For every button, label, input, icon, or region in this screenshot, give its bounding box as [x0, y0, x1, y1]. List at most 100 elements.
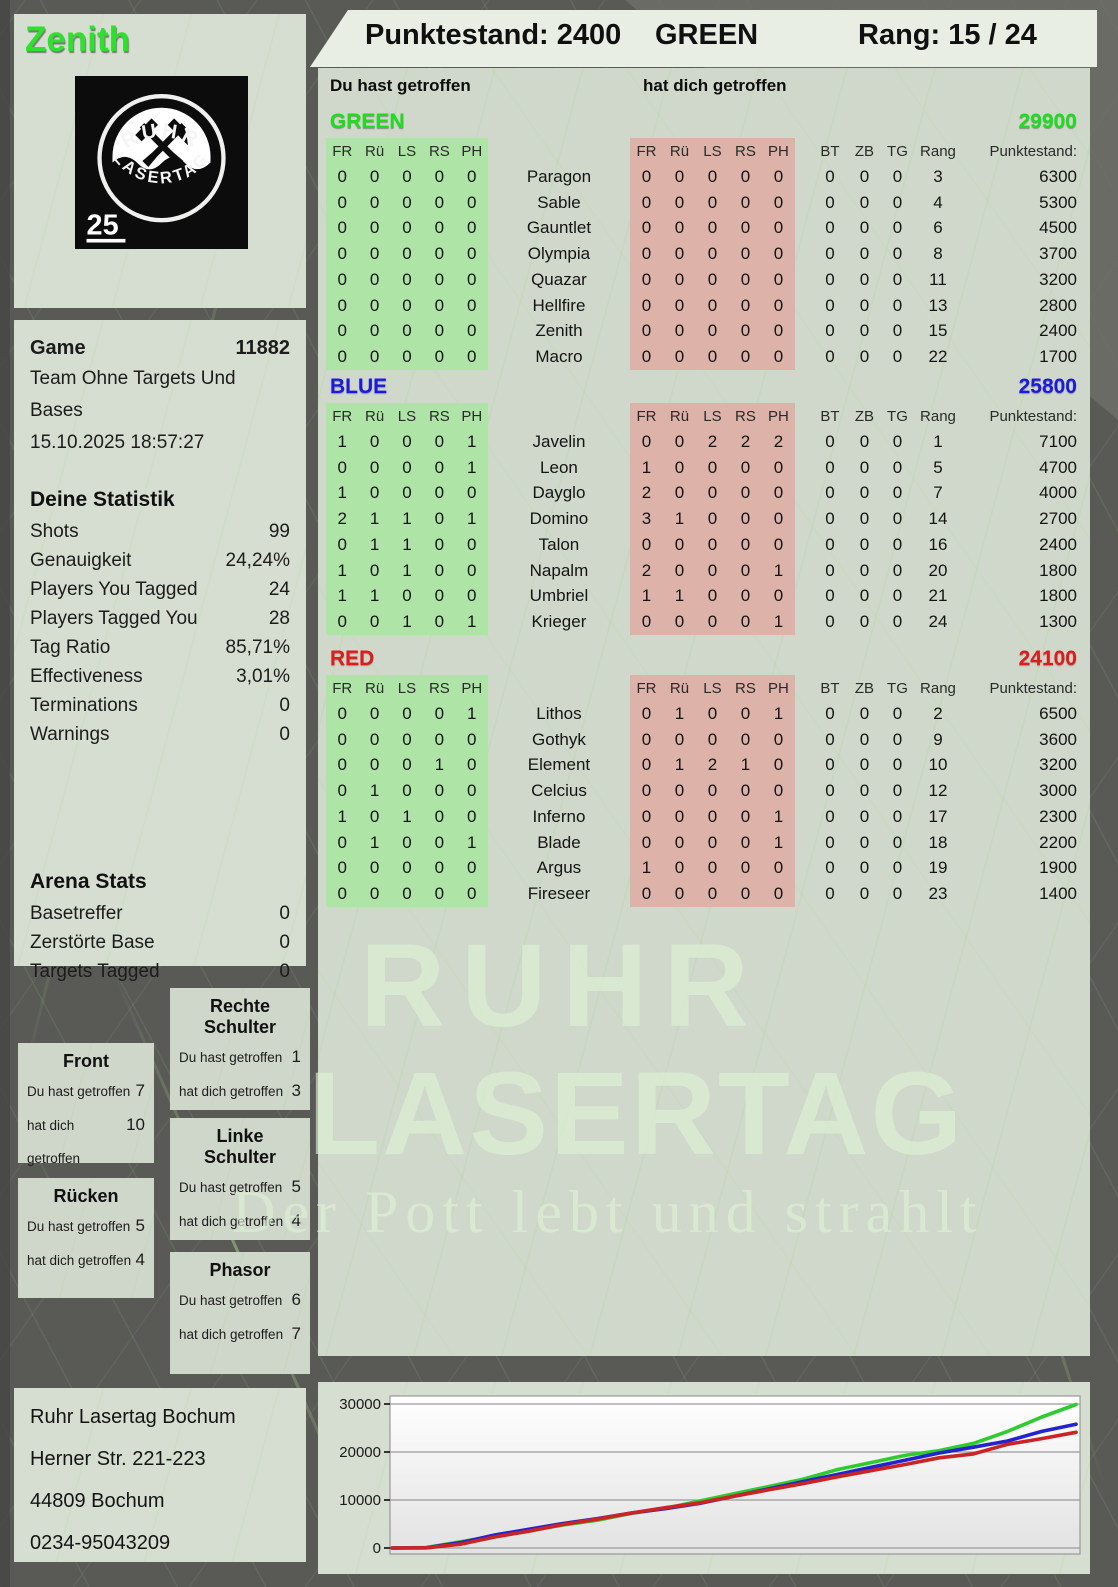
cell: 0: [337, 269, 347, 289]
cell: 7: [933, 483, 943, 503]
cell: 0: [892, 321, 903, 341]
player-name-cell: Javelin: [532, 431, 586, 451]
cell: 0: [740, 806, 751, 826]
header-cell: FR: [332, 142, 353, 160]
header-cell: LS: [397, 142, 417, 160]
cell: 0: [707, 781, 718, 801]
cell: 2: [933, 703, 943, 723]
header-cell: PH: [461, 679, 483, 697]
cell: 0: [892, 192, 903, 212]
cell: 6: [933, 218, 943, 238]
cell: 0: [434, 729, 445, 749]
stat-label: Warnings: [30, 724, 110, 745]
cell: 16: [928, 534, 948, 554]
deine-statistik-title: Deine Statistik: [30, 488, 175, 511]
points-cell: 4700: [1039, 457, 1077, 477]
points-cell: 1800: [1039, 586, 1077, 606]
cell: 1: [337, 806, 347, 826]
points-cell: 1900: [1039, 858, 1077, 878]
cell: 1: [773, 832, 784, 852]
cell: 0: [892, 884, 903, 904]
player-name-cell: Celcius: [531, 781, 587, 801]
cell: 0: [674, 166, 685, 186]
zone-row-value: 5: [291, 1177, 301, 1196]
cell: 0: [859, 534, 870, 554]
zone-row-value: 5: [135, 1216, 145, 1235]
header-cell: FR: [636, 142, 657, 160]
cell: 0: [641, 612, 652, 632]
scoreboard-panel: Du hast getroffen hat dich getroffen GRE…: [318, 68, 1090, 1356]
cell: 0: [773, 166, 784, 186]
cell: 0: [467, 755, 477, 775]
cell: 0: [825, 218, 835, 238]
cell: 0: [641, 192, 652, 212]
cell: 0: [773, 858, 784, 878]
cell: 0: [773, 781, 784, 801]
cell: 0: [369, 483, 380, 503]
stat-value: 24: [268, 579, 290, 600]
game-number: 11882: [235, 337, 290, 359]
cell: 0: [434, 457, 445, 477]
cell: 0: [740, 612, 751, 632]
cell: 0: [369, 218, 380, 238]
cell: 1: [467, 832, 477, 852]
cell: 0: [825, 755, 835, 775]
du-hast-getroffen-block: [326, 138, 488, 370]
stat-label: Zerstörte Base: [30, 932, 155, 953]
cell: 0: [434, 321, 445, 341]
stat-row: Genauigkeit 24,24%: [30, 546, 290, 575]
header-cell: ZB: [854, 142, 875, 160]
cell: 0: [825, 612, 835, 632]
cell: 12: [928, 781, 948, 801]
cell: 0: [674, 560, 685, 580]
cell: 0: [892, 806, 903, 826]
zone-row: hat dich getroffen 4: [179, 1204, 301, 1238]
game-mode: Team Ohne Targets Und Bases: [30, 368, 236, 421]
address-line: Herner Str. 221-223: [30, 1448, 206, 1470]
cell: 0: [369, 295, 380, 315]
cell: 1: [674, 586, 685, 606]
cell: 0: [674, 534, 685, 554]
address-line: 44809 Bochum: [30, 1490, 165, 1512]
cell: 0: [369, 457, 380, 477]
cell: 23: [928, 884, 948, 904]
team-name: GREEN: [330, 110, 405, 133]
cell: 1: [674, 755, 685, 775]
cell: 1: [467, 431, 477, 451]
cell: 0: [825, 586, 835, 606]
cell: 0: [740, 729, 751, 749]
cell: 0: [434, 192, 445, 212]
header-cell: FR: [332, 407, 353, 425]
points-cell: 3600: [1039, 729, 1077, 749]
stat-row: Basetreffer 0: [30, 899, 290, 928]
zone-row: Du hast getroffen 5: [27, 1209, 145, 1243]
header-cell: PH: [768, 407, 789, 425]
zone-box-rechte-schulter: Rechte Schulter Du hast getroffen 1 hat dic…: [170, 988, 310, 1110]
team-section-blue: BLUE 25800 FR Rü LS RS PH FR Rü LS RS PH BT ZB TG Rang P…: [318, 373, 1090, 635]
player-name-cell: Quazar: [531, 269, 587, 289]
cell: 0: [369, 166, 380, 186]
cell: 20: [928, 560, 948, 580]
zone-row-value: 1: [291, 1047, 301, 1066]
header-cell: PH: [461, 407, 483, 425]
cell: 0: [434, 534, 445, 554]
team-name: BLUE: [330, 375, 388, 398]
stat-value: 3,01%: [236, 666, 290, 687]
cell: 0: [434, 781, 445, 801]
zone-row: Du hast getroffen 6: [179, 1283, 301, 1317]
cell: 0: [892, 457, 903, 477]
cell: 0: [434, 347, 445, 367]
points-cell: 2800: [1039, 295, 1077, 315]
header-cell: LS: [397, 679, 417, 697]
cell: 1: [434, 755, 445, 775]
points-cell: 6500: [1039, 703, 1077, 723]
cell: 0: [369, 347, 380, 367]
stat-row: Tag Ratio 85,71%: [30, 633, 290, 662]
zone-row-label: Du hast getroffen: [179, 1293, 283, 1308]
header-cell: RS: [735, 679, 756, 697]
cell: 0: [402, 269, 412, 289]
stat-value: 0: [279, 903, 290, 924]
zone-row-value: 4: [135, 1250, 145, 1269]
cell: 0: [402, 703, 412, 723]
team-table-rows: 0 0 0 0 0 Paragon 0 0 0 0 0 0 0 0 3 6300 0 0 0 0 0 Sable 0 0 0 0 0…: [318, 164, 1090, 370]
